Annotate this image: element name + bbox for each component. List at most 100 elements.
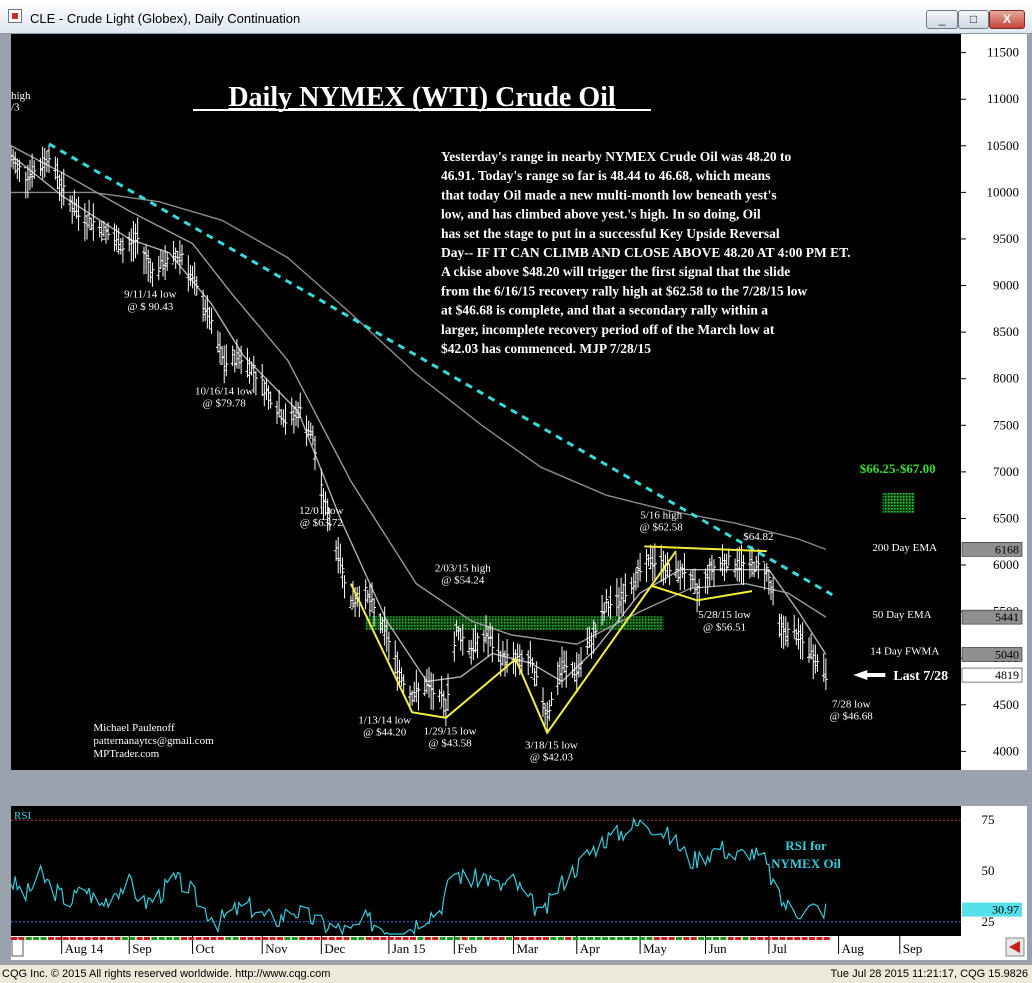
- close-button[interactable]: X: [989, 10, 1025, 29]
- time-axis-label: Apr: [580, 941, 601, 956]
- price-bar: [446, 673, 450, 712]
- price-bar: [372, 598, 377, 627]
- price-bar: [785, 622, 790, 648]
- chart-label: @ $42.03: [530, 752, 574, 764]
- volume-strip-mark: [705, 937, 712, 940]
- volume-strip-mark: [18, 937, 25, 940]
- volume-strip-mark: [454, 937, 461, 940]
- commentary-line: from the 6/16/15 recovery rally high at …: [441, 283, 807, 298]
- volume-strip-mark: [720, 937, 727, 940]
- volume-strip-mark: [166, 937, 173, 940]
- price-bar: [165, 251, 170, 271]
- volume-strip-mark: [801, 937, 808, 940]
- price-bar: [76, 196, 81, 231]
- price-bar: [156, 255, 161, 281]
- volume-strip-mark: [506, 937, 513, 940]
- minimize-button[interactable]: _: [926, 10, 958, 29]
- volume-strip-mark: [291, 937, 298, 940]
- rsi-axis-label: 50: [982, 863, 995, 878]
- price-bar: [327, 507, 332, 531]
- volume-strip-mark: [528, 937, 535, 940]
- pattern-line-2: [644, 545, 767, 553]
- price-bar: [593, 622, 598, 638]
- volume-strip-mark: [114, 937, 121, 940]
- price-box-label: 5441: [995, 610, 1019, 624]
- maximize-button[interactable]: □: [958, 10, 989, 29]
- price-bar: [342, 571, 347, 599]
- volume-strip-mark: [188, 937, 195, 940]
- volume-strip-mark: [543, 937, 549, 940]
- volume-strip-mark: [40, 937, 47, 940]
- price-chart[interactable]: $66.25-$67.00 high/3 9/11/14 low@ $ 90.43 1…: [0, 34, 1032, 964]
- volume-strip-mark: [565, 937, 572, 940]
- target-label: $66.25-$67.00: [860, 461, 936, 476]
- volume-strip-mark: [779, 937, 786, 940]
- price-bar: [682, 553, 687, 590]
- chart-label: 3/18/15 low: [525, 740, 578, 752]
- price-box-label: 4819: [995, 668, 1019, 682]
- rsi-plot-area[interactable]: [11, 806, 961, 936]
- volume-strip-mark: [550, 937, 557, 940]
- commentary-line: A ckise above $48.20 will trigger the fi…: [441, 264, 790, 279]
- price-bar: [363, 579, 368, 610]
- commentary-text: Yesterday's range in nearby NYMEX Crude …: [441, 149, 851, 356]
- price-bar: [549, 692, 554, 707]
- pattern-line-1: [349, 550, 677, 735]
- volume-strip-mark: [217, 937, 224, 940]
- price-axis-label: 4000: [993, 743, 1019, 758]
- volume-strip-mark: [232, 937, 239, 940]
- scroll-left-handle[interactable]: [11, 937, 24, 957]
- chart-label: 12/01 low: [299, 505, 343, 517]
- volume-strip-mark: [587, 937, 594, 940]
- volume-strip-mark: [33, 937, 40, 940]
- chart-label: @ $62.58: [640, 522, 684, 534]
- time-axis-label: Sep: [132, 941, 152, 956]
- volume-strip-mark: [402, 937, 409, 940]
- price-bar: [697, 578, 702, 606]
- price-bar: [253, 365, 258, 396]
- volume-strip-mark: [158, 937, 165, 940]
- volume-strip-mark: [380, 937, 387, 940]
- volume-strip-mark: [387, 937, 394, 940]
- price-axis-label: 8000: [993, 371, 1019, 386]
- volume-strip-mark: [616, 937, 623, 940]
- price-bar: [17, 159, 22, 183]
- rsi-axis-label: 75: [982, 812, 995, 827]
- volume-strip-mark: [417, 937, 424, 940]
- price-bar: [712, 559, 716, 587]
- price-bar: [741, 554, 746, 586]
- ma-line-2: [11, 145, 827, 645]
- volume-strip-mark: [62, 937, 69, 940]
- app-icon: [8, 9, 22, 23]
- ma-line-1: [11, 191, 827, 551]
- main-plot-area[interactable]: [11, 34, 961, 770]
- volume-strip-mark: [284, 937, 291, 940]
- volume-strip-mark: [151, 937, 158, 940]
- volume-strip-mark: [661, 937, 668, 940]
- chart-label: @ $ 90.43: [127, 301, 173, 313]
- rsi-label: NYMEX Oil: [771, 856, 841, 871]
- volume-strip-mark: [306, 937, 313, 940]
- time-axis-label: Nov: [265, 941, 288, 956]
- chart-label: @ $79.78: [203, 398, 247, 410]
- volume-strip-mark: [313, 937, 320, 940]
- volume-strip-mark: [498, 937, 505, 940]
- chart-label: 5/28/15 low: [698, 609, 751, 621]
- volume-strip-mark: [668, 937, 675, 940]
- price-bar: [490, 626, 495, 663]
- chart-label: 1/13/14 low: [358, 714, 411, 726]
- volume-strip-mark: [77, 937, 84, 940]
- price-bar: [771, 576, 776, 606]
- price-box: [961, 647, 1023, 662]
- volume-strip-mark: [712, 937, 719, 940]
- price-bar: [194, 275, 199, 296]
- volume-strip-mark: [609, 937, 616, 940]
- price-bar: [91, 203, 96, 241]
- time-axis-label: Sep: [903, 941, 923, 956]
- price-bar: [602, 602, 607, 622]
- last-price-arrow-icon: [853, 669, 886, 680]
- volume-strip-mark: [786, 937, 793, 940]
- copyright-text: CQG Inc. © 2015 All rights reserved worl…: [2, 968, 331, 980]
- volume-strip-mark: [262, 937, 269, 940]
- volume-strip-mark: [676, 937, 682, 940]
